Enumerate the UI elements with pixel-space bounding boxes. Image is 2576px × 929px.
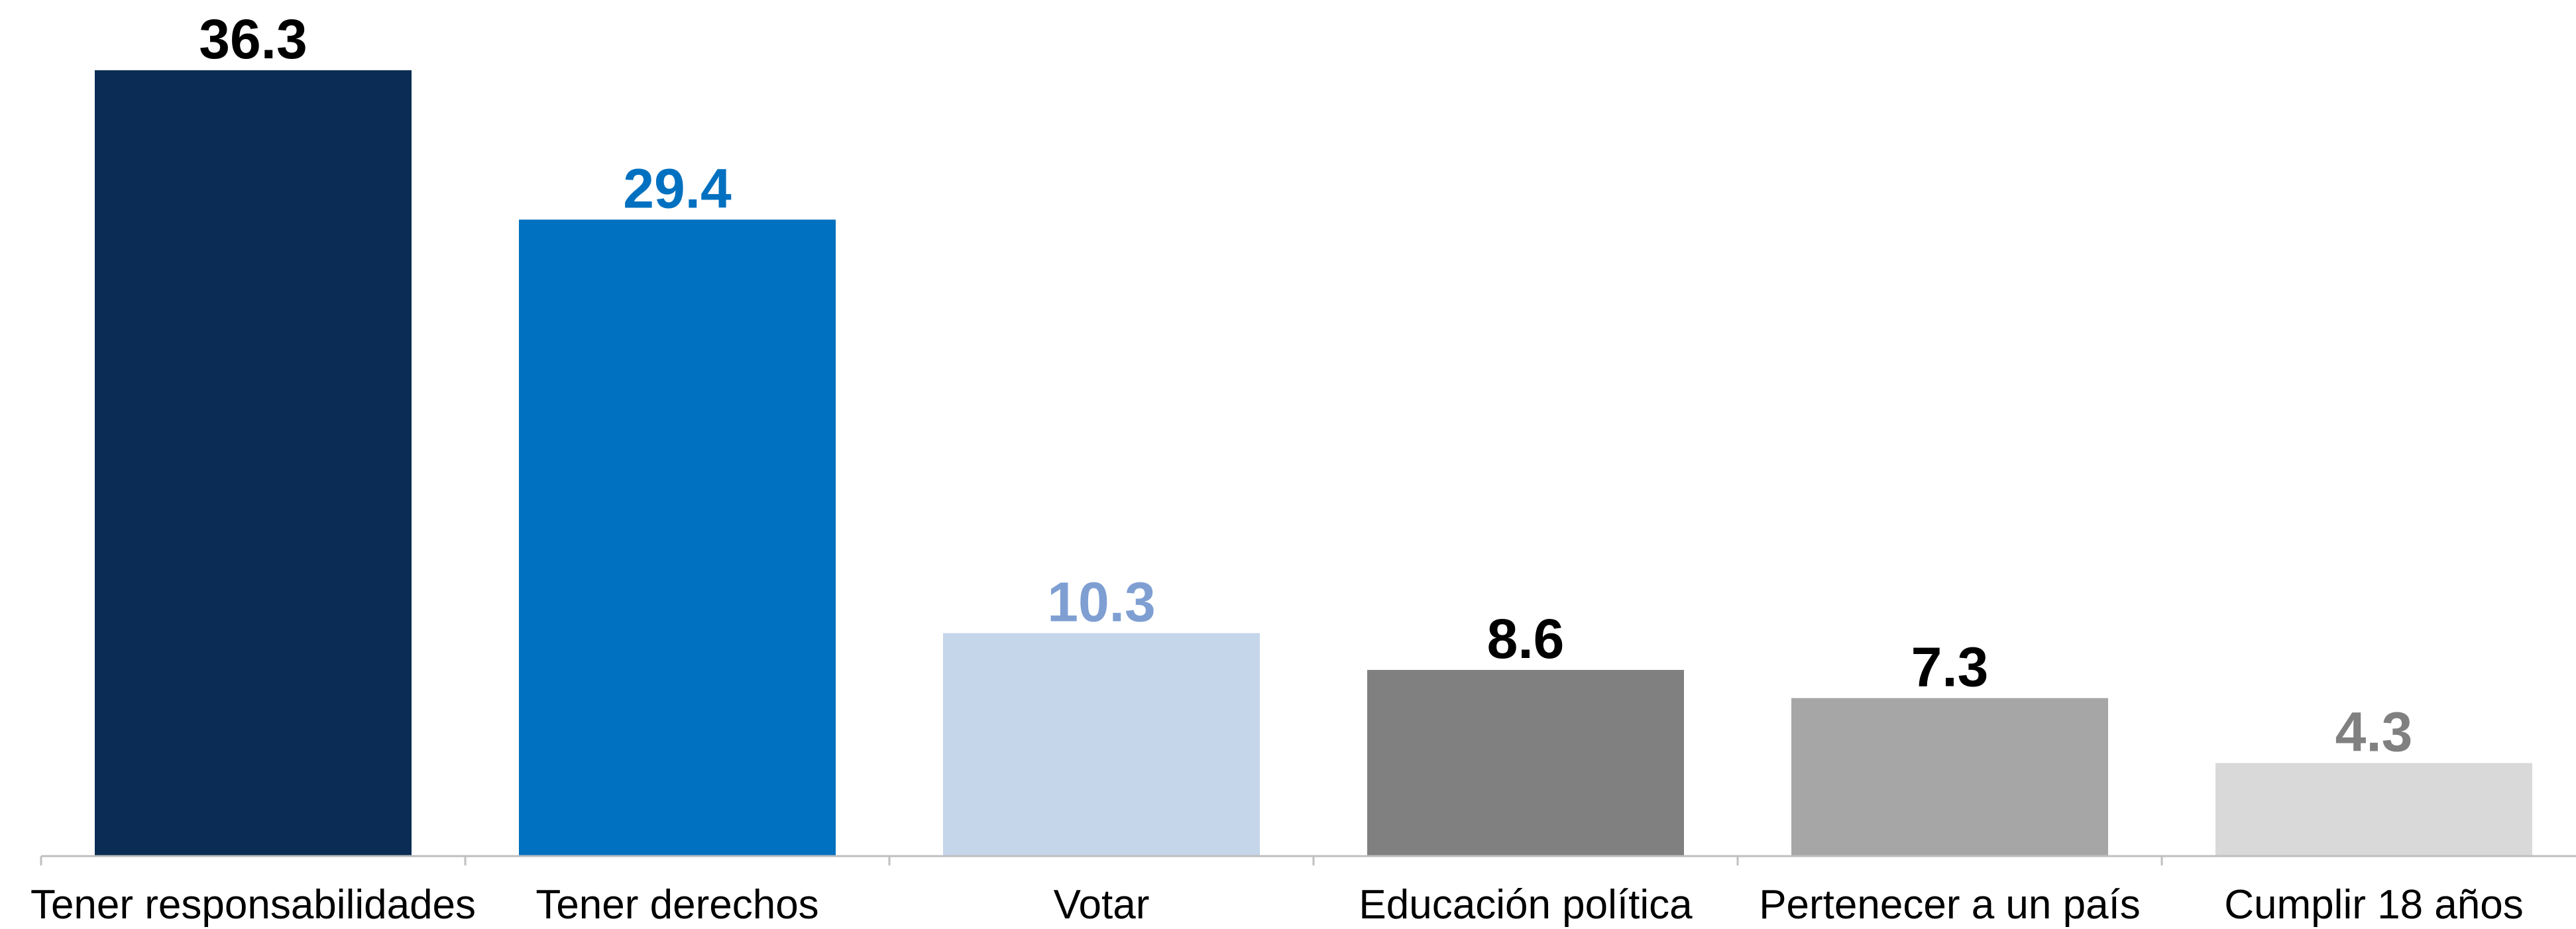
- bar-value-label: 36.3: [199, 8, 308, 70]
- bar-value-label: 10.3: [1047, 571, 1156, 633]
- bar-value-label: 4.3: [2335, 701, 2413, 763]
- bar: [519, 219, 836, 857]
- category-label: Votar: [1054, 882, 1150, 928]
- value-labels-group: 36.3 29.4 10.3 8.6 7.3 4.3: [199, 8, 2412, 763]
- bar: [95, 70, 412, 856]
- bar: [2215, 763, 2532, 856]
- bar: [1791, 698, 2108, 856]
- bar: [943, 633, 1260, 856]
- category-label: Tener responsabilidades: [30, 882, 476, 928]
- bars-group: [95, 70, 2532, 857]
- bar-value-label: 29.4: [623, 157, 732, 219]
- bar: [1367, 670, 1684, 856]
- x-axis-ticks: [40, 856, 2163, 865]
- category-labels-group: Tener responsabilidades Tener derechos Vot…: [30, 882, 2524, 928]
- category-label: Pertenecer a un país: [1759, 882, 2141, 928]
- category-label: Cumplir 18 años: [2224, 882, 2523, 928]
- category-label: Tener derechos: [535, 882, 818, 928]
- category-label: Educación política: [1359, 882, 1693, 928]
- bar-value-label: 7.3: [1911, 635, 1989, 698]
- bar-value-label: 8.6: [1487, 608, 1565, 670]
